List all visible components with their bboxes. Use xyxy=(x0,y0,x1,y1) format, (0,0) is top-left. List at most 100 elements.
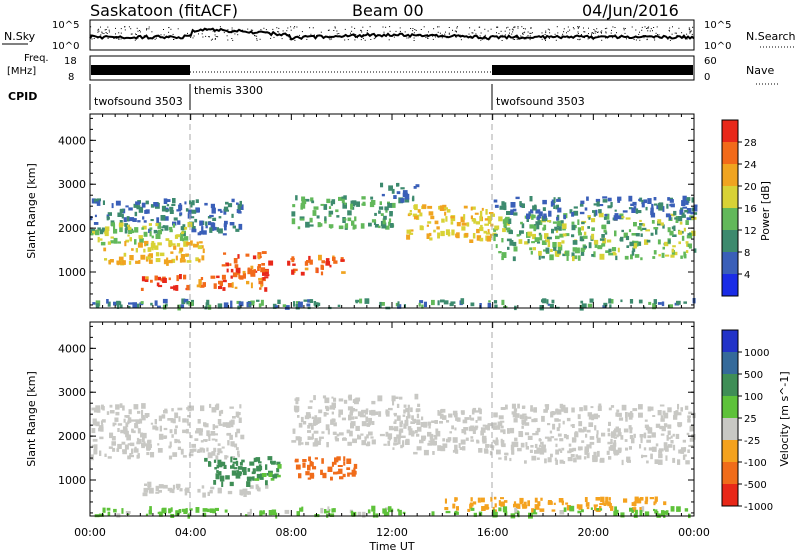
power-cell xyxy=(620,299,623,303)
power-cell xyxy=(657,302,662,305)
power-cell xyxy=(178,251,182,254)
power-cell xyxy=(406,234,411,240)
noise-search-dot xyxy=(373,38,375,40)
power-cell xyxy=(682,206,688,209)
power-cell xyxy=(593,239,599,245)
power-cell xyxy=(150,219,154,222)
noise-search-dot xyxy=(260,29,262,31)
velocity-cell xyxy=(534,497,538,503)
velocity-cell xyxy=(126,435,131,441)
power-cell xyxy=(603,302,608,307)
power-cell xyxy=(224,224,227,231)
power-ytick-label: 3000 xyxy=(58,178,86,191)
power-cell xyxy=(671,248,675,253)
noise-search-dot xyxy=(667,38,669,40)
velocity-cell xyxy=(336,433,340,437)
power-cell xyxy=(571,234,575,238)
power-cell xyxy=(111,203,114,209)
velocity-cell xyxy=(419,439,424,444)
noise-search-dot xyxy=(314,34,315,36)
noise-search-dot xyxy=(595,31,597,32)
power-cell xyxy=(261,263,265,266)
noise-search-dot xyxy=(135,34,137,35)
noise-search-dot xyxy=(601,30,603,32)
velocity-cell xyxy=(574,431,578,437)
noise-search-dot xyxy=(604,36,606,38)
velocity-cell xyxy=(336,456,341,461)
velocity-cell xyxy=(133,448,139,453)
power-cell xyxy=(164,216,169,221)
velocity-cell xyxy=(309,461,314,467)
velocity-cell xyxy=(402,511,406,514)
noise-search-dot xyxy=(301,31,303,33)
power-cell xyxy=(680,255,683,259)
power-cell xyxy=(683,251,686,257)
velocity-cell xyxy=(461,429,467,434)
velocity-cell xyxy=(360,433,364,436)
velocity-cell xyxy=(477,416,482,421)
velocity-cell xyxy=(470,425,475,429)
noise-search-dot xyxy=(563,28,565,30)
velocity-cell xyxy=(565,502,569,505)
velocity-cell xyxy=(582,426,587,432)
velocity-cell xyxy=(117,443,122,449)
velocity-cell xyxy=(196,450,200,453)
noise-search-dot xyxy=(606,27,608,29)
velocity-cell xyxy=(113,422,117,426)
velocity-cell xyxy=(139,418,143,424)
velocity-cell xyxy=(104,453,107,457)
velocity-cell xyxy=(399,421,403,428)
noise-search-dot xyxy=(501,40,503,41)
velocity-cell xyxy=(629,435,634,440)
power-cell xyxy=(378,225,381,229)
power-cell xyxy=(111,222,115,227)
power-cell xyxy=(437,300,440,306)
noise-search-dot xyxy=(686,38,688,40)
noise-search-dot xyxy=(577,27,579,29)
velocity-cell xyxy=(479,408,482,415)
power-cell xyxy=(157,223,162,229)
velocity-cell xyxy=(644,500,648,505)
velocity-cell xyxy=(394,419,397,422)
velocity-cell xyxy=(442,438,446,442)
velocity-cell xyxy=(502,407,506,410)
noise-panel-frame xyxy=(89,19,695,51)
velocity-cell xyxy=(227,440,230,446)
power-cell xyxy=(127,234,130,237)
noise-search-dot xyxy=(214,34,216,36)
power-cell xyxy=(248,303,251,307)
velocity-cell xyxy=(172,484,176,490)
velocity-cell xyxy=(163,435,168,439)
power-cell xyxy=(143,231,148,237)
power-cell xyxy=(291,269,295,275)
power-cell xyxy=(670,254,675,258)
power-cell xyxy=(157,276,162,281)
power-cell xyxy=(132,302,137,308)
power-cell xyxy=(264,276,269,279)
velocity-cell xyxy=(331,508,334,513)
velocity-cell xyxy=(689,438,694,442)
power-cell xyxy=(587,303,593,308)
power-cell xyxy=(191,209,197,214)
power-cell xyxy=(400,187,405,190)
noise-search-dot xyxy=(214,38,216,40)
noise-search-dot xyxy=(256,35,258,37)
velocity-cell xyxy=(521,503,525,507)
velocity-cell xyxy=(469,503,473,509)
velocity-cell xyxy=(388,435,391,441)
power-cell xyxy=(212,217,217,221)
power-cell xyxy=(483,230,487,234)
noise-search-dot xyxy=(116,38,118,39)
velocity-cell xyxy=(175,510,180,516)
velocity-cell xyxy=(367,509,371,514)
velocity-cell xyxy=(158,490,162,493)
velocity-cell xyxy=(96,406,99,413)
power-cell xyxy=(569,209,573,214)
noise-search-dot xyxy=(227,29,229,31)
noise-search-dot xyxy=(517,26,519,28)
velocity-cell xyxy=(480,427,486,433)
velocity-colorbar-swatch xyxy=(722,484,738,506)
power-cell xyxy=(186,301,190,305)
power-cell xyxy=(557,197,561,200)
power-cell xyxy=(129,237,132,242)
